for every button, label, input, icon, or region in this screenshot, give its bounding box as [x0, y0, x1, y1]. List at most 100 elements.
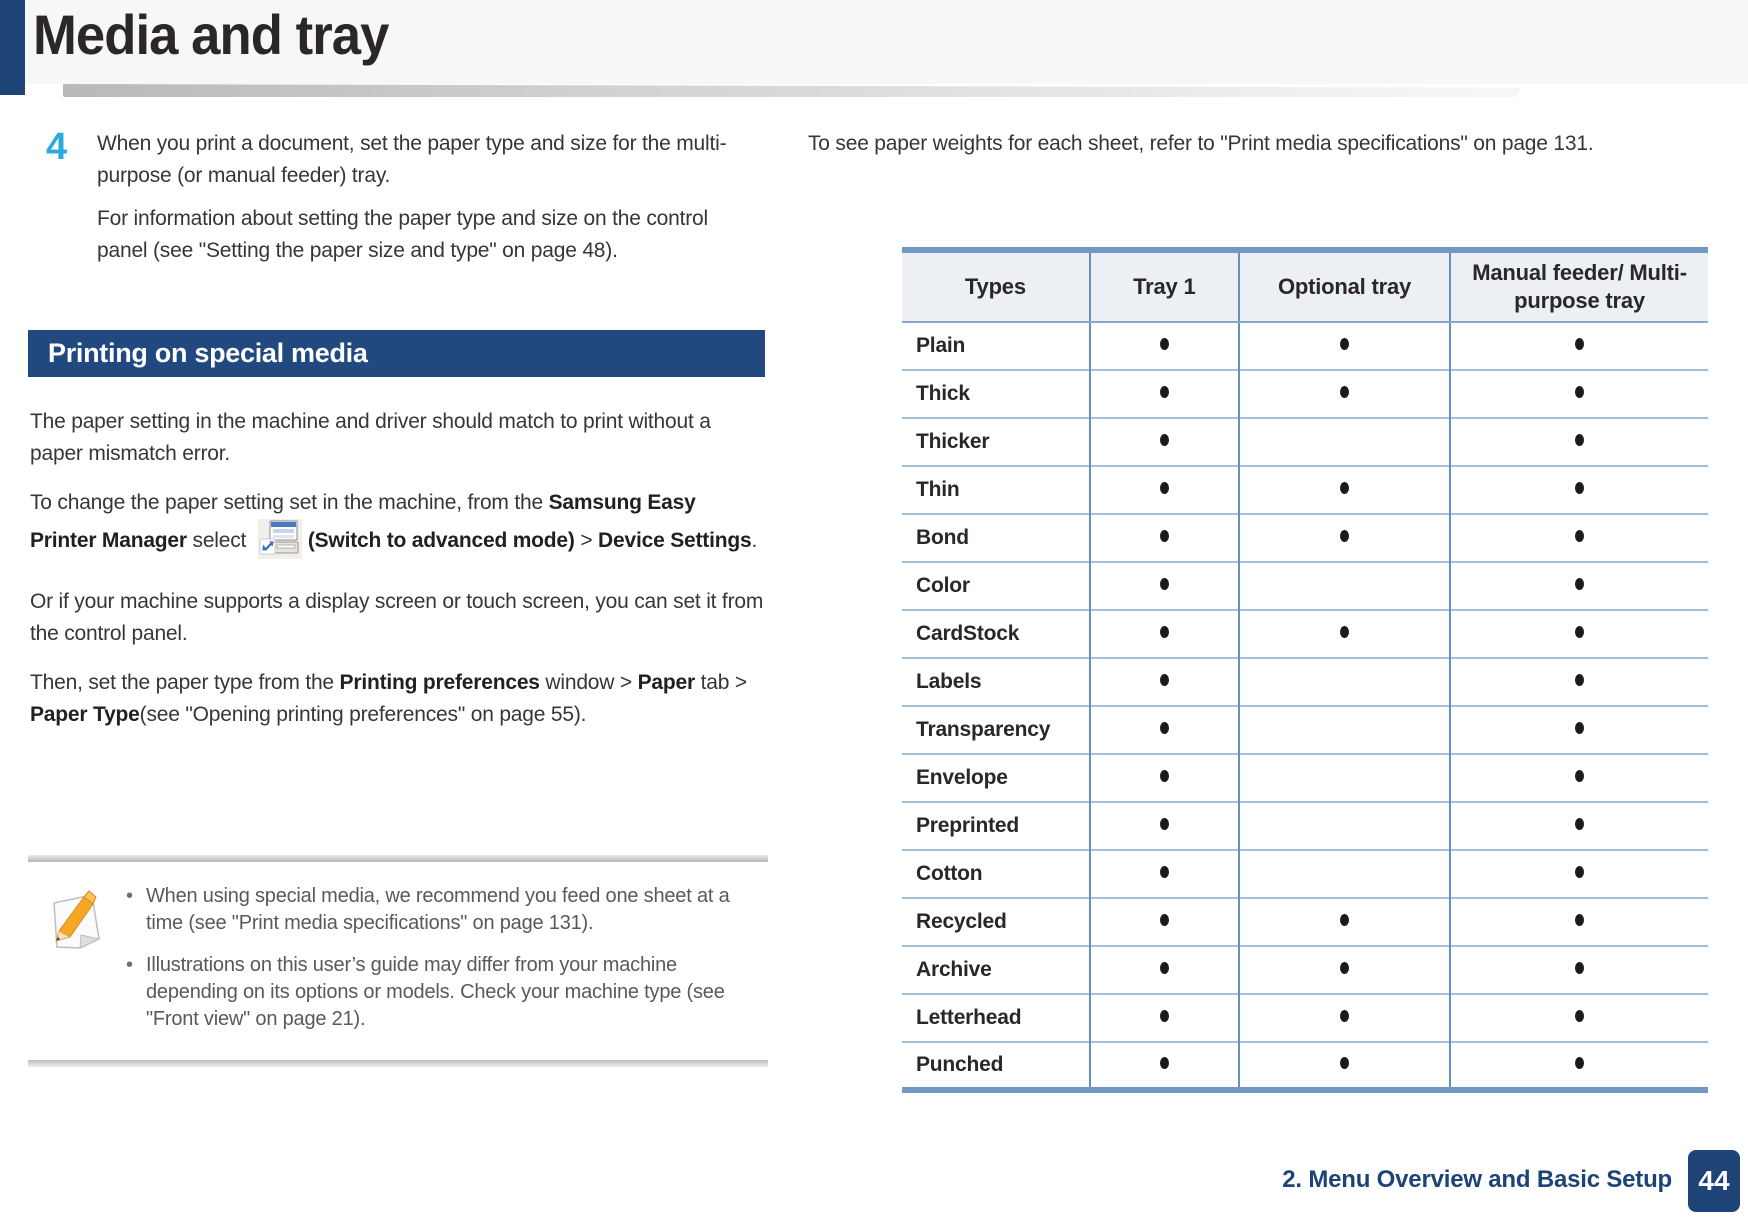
- support-dot-icon: [1575, 722, 1585, 734]
- step-paragraph-1: When you print a document, set the paper…: [97, 132, 727, 187]
- optional-support-cell: [1237, 753, 1451, 802]
- optional-support-cell: [1237, 513, 1451, 562]
- note-top-border: [28, 855, 768, 862]
- table-row: Preprinted: [902, 801, 1708, 850]
- support-dot-icon: [1159, 338, 1169, 350]
- header-manual-feeder: Manual feeder/ Multi-purpose tray: [1449, 250, 1708, 323]
- header-divider-swoosh: [63, 84, 1520, 97]
- optional-support-cell: [1237, 993, 1451, 1042]
- support-dot-icon: [1575, 962, 1585, 974]
- support-dot-icon: [1575, 338, 1585, 350]
- step-paragraph-2: For information about setting the paper …: [97, 207, 708, 262]
- media-support-table: Types Tray 1 Optional tray Manual feeder…: [902, 247, 1708, 1093]
- optional-support-cell: [1237, 369, 1451, 418]
- support-dot-icon: [1339, 386, 1349, 398]
- tray1-support-cell: [1088, 513, 1239, 562]
- note-content: When using special media, we recommend y…: [28, 862, 768, 1060]
- note-bullet: When using special media, we recommend y…: [122, 883, 762, 937]
- optional-support-cell: [1237, 849, 1451, 898]
- support-dot-icon: [1575, 914, 1585, 926]
- media-type-cell: Thin: [902, 465, 1090, 514]
- right-intro-paragraph: To see paper weights for each sheet, ref…: [808, 132, 1594, 155]
- footer-chapter-title: 2. Menu Overview and Basic Setup: [1282, 1166, 1672, 1193]
- bold-printing-preferences: Printing preferences: [339, 671, 540, 694]
- header-types: Types: [902, 250, 1090, 323]
- left-column-body: The paper setting in the machine and dri…: [30, 406, 767, 748]
- media-type-cell: Color: [902, 561, 1090, 610]
- support-dot-icon: [1159, 866, 1169, 878]
- table-row: Plain: [902, 322, 1708, 370]
- text-segment: To change the paper setting set in the m…: [30, 491, 549, 514]
- bold-paper-type: Paper Type: [30, 703, 140, 726]
- bold-switch-to-advanced-mode: (Switch to advanced mode): [307, 529, 575, 552]
- step-number: 4: [46, 126, 68, 168]
- bold-paper: Paper: [637, 671, 696, 694]
- table-row: Thin: [902, 465, 1708, 514]
- page-number-badge: 44: [1688, 1150, 1740, 1212]
- manual-support-cell: [1449, 369, 1708, 418]
- tray1-support-cell: [1088, 609, 1239, 658]
- media-type-cell: Punched: [902, 1041, 1090, 1090]
- optional-support-cell: [1237, 1041, 1451, 1090]
- optional-support-cell: [1237, 705, 1451, 754]
- table-row: Labels: [902, 657, 1708, 706]
- support-dot-icon: [1159, 770, 1169, 782]
- step-text: When you print a document, set the paper…: [97, 128, 759, 267]
- table-row: Punched: [902, 1041, 1708, 1090]
- manual-support-cell: [1449, 753, 1708, 802]
- tray1-support-cell: [1088, 849, 1239, 898]
- table-row: Cotton: [902, 849, 1708, 898]
- support-dot-icon: [1339, 1057, 1349, 1069]
- support-dot-icon: [1339, 482, 1349, 494]
- paragraph-printing-preferences: Then, set the paper type from the Printi…: [30, 667, 767, 731]
- manual-support-cell: [1449, 609, 1708, 658]
- table-row: Letterhead: [902, 993, 1708, 1042]
- support-dot-icon: [1159, 818, 1169, 830]
- support-dot-icon: [1159, 578, 1169, 590]
- media-type-cell: Letterhead: [902, 993, 1090, 1042]
- media-type-cell: Archive: [902, 945, 1090, 994]
- table-row: Archive: [902, 945, 1708, 994]
- bold-device-settings: Device Settings: [598, 529, 752, 552]
- printer-manager-icon: [257, 519, 302, 569]
- optional-support-cell: [1237, 465, 1451, 514]
- table-row: Transparency: [902, 705, 1708, 754]
- note-bullet: Illustrations on this user’s guide may d…: [122, 952, 762, 1033]
- paragraph-control-panel: Or if your machine supports a display sc…: [30, 590, 764, 645]
- note-box: When using special media, we recommend y…: [28, 855, 768, 1067]
- tray1-support-cell: [1088, 993, 1239, 1042]
- support-dot-icon: [1575, 770, 1585, 782]
- manual-support-cell: [1449, 801, 1708, 850]
- support-dot-icon: [1339, 914, 1349, 926]
- support-dot-icon: [1575, 626, 1585, 638]
- media-type-cell: Envelope: [902, 753, 1090, 802]
- optional-support-cell: [1237, 609, 1451, 658]
- manual-support-cell: [1449, 849, 1708, 898]
- support-dot-icon: [1159, 386, 1169, 398]
- support-dot-icon: [1159, 626, 1169, 638]
- table-header-row: Types Tray 1 Optional tray Manual feeder…: [902, 250, 1708, 323]
- support-dot-icon: [1159, 722, 1169, 734]
- table-row: Bond: [902, 513, 1708, 562]
- manual-support-cell: [1449, 657, 1708, 706]
- media-type-cell: Thicker: [902, 417, 1090, 466]
- support-dot-icon: [1575, 578, 1585, 590]
- manual-support-cell: [1449, 945, 1708, 994]
- support-dot-icon: [1159, 962, 1169, 974]
- media-type-cell: Plain: [902, 322, 1090, 370]
- support-dot-icon: [1575, 482, 1585, 494]
- manual-support-cell: [1449, 705, 1708, 754]
- text-segment: select: [186, 529, 252, 552]
- text-segment: .: [751, 529, 758, 552]
- text-segment: Then, set the paper type from the: [30, 671, 340, 694]
- media-type-cell: Transparency: [902, 705, 1090, 754]
- manual-support-cell: [1449, 322, 1708, 370]
- note-bottom-border: [28, 1060, 768, 1067]
- support-dot-icon: [1159, 434, 1169, 446]
- tray1-support-cell: [1088, 561, 1239, 610]
- media-type-cell: Bond: [902, 513, 1090, 562]
- manual-support-cell: [1449, 417, 1708, 466]
- note-bullet-list: When using special media, we recommend y…: [122, 883, 762, 1048]
- support-dot-icon: [1575, 818, 1585, 830]
